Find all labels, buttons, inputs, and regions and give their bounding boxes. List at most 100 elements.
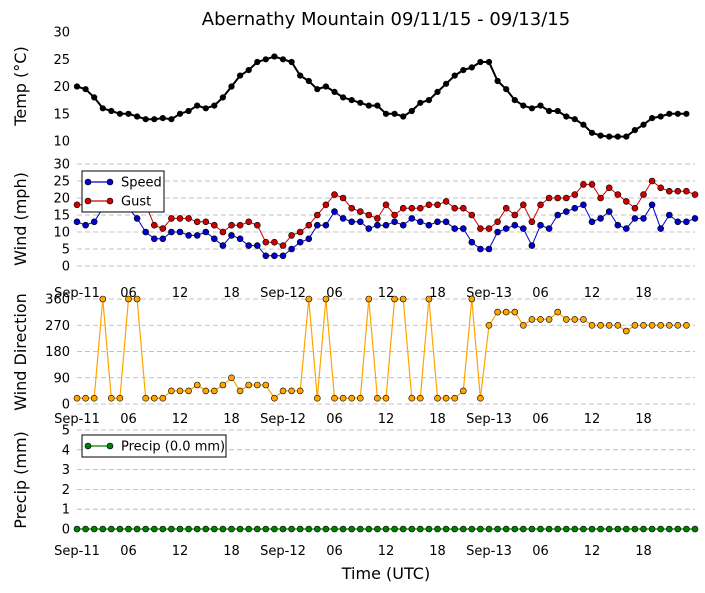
x-tick-label: Sep-11 [54,286,100,301]
y-tick-label: 0 [62,523,70,538]
temp-point [648,114,656,122]
direction-point [622,327,630,335]
precip-point [262,525,270,533]
precip-point [442,525,450,533]
speed-point [305,235,313,243]
speed-legend-label: Speed [121,176,162,191]
x-tick-label: 06 [532,286,549,301]
temp-point [279,56,287,63]
direction-point [451,394,459,402]
speed-point [631,215,639,222]
direction-point [399,295,407,303]
direction-point [339,394,347,402]
temp-point [571,116,578,123]
gust-point [168,215,175,222]
speed-point [185,232,192,239]
direction-point [562,316,570,323]
y-tick-label: 10 [53,135,70,150]
direction-point [202,387,210,395]
gust-legend-label: Gust [121,195,151,210]
precip-point [228,525,235,533]
x-tick-label: 12 [172,286,189,301]
temp-point [176,110,184,117]
direction-series-line [77,298,687,400]
precip-point [339,525,347,533]
precip-point [545,525,553,533]
temp-series-line [76,55,687,138]
precip-point [374,525,381,533]
direction-point [485,321,493,329]
precip-point [597,525,604,533]
gust-point [537,201,544,209]
x-tick-label: 12 [584,412,601,427]
gust-point [494,218,501,226]
temp-point [511,96,518,104]
precip-point [348,525,356,533]
temp-point [151,116,158,123]
temp-point [485,58,493,66]
precip-point [511,525,519,533]
speed-point [365,225,373,232]
gust-point [511,211,519,219]
speed-point [322,221,330,229]
direction-point [537,316,544,323]
precip-point [271,525,278,533]
speed-point [451,225,459,232]
x-tick-label: 06 [532,412,549,427]
temp-point [116,110,123,117]
temp-point [468,64,475,71]
precip-point [202,525,210,533]
precip-point [99,525,107,533]
temp-point [520,102,527,109]
speed-point [193,232,201,239]
direction-point [571,316,579,323]
temp-point [357,99,364,106]
gust-point [545,194,553,202]
gust-point [665,187,673,195]
direction-point [382,394,390,402]
precip-point [193,525,201,533]
temp-point [194,102,201,109]
gust-point [442,198,450,205]
temp-point [245,66,252,74]
precip-point [185,525,192,533]
temp-point [434,88,441,95]
temp-point [340,94,347,101]
temp-point [185,107,192,115]
direction-point [168,387,175,395]
x-tick-label: 12 [378,412,395,427]
gust-point [597,194,604,202]
precip-legend-marker [106,442,114,450]
direction-point [82,394,89,402]
precip-point [313,525,321,533]
temp-point [623,133,630,140]
gust-point [262,238,270,246]
direction-point [605,321,613,329]
precip-point [296,525,304,533]
direction-point [279,387,287,395]
gust-point [202,218,210,226]
temp-point [382,110,390,117]
precip-point [331,525,338,533]
precip-point [571,525,579,533]
temp-point [322,83,330,90]
direction-point [674,321,682,329]
temp-point [597,132,604,139]
gust-point [339,194,347,202]
x-tick-label: 06 [120,286,137,301]
y-tick-label: 30 [53,26,70,41]
temp-point [451,72,458,79]
x-tick-label: Sep-11 [54,544,100,559]
gust-point [477,225,484,232]
direction-point [331,394,338,402]
direction-point [322,295,330,303]
speed-point [502,225,510,232]
speed-point [468,238,476,246]
direction-point [519,321,527,329]
direction-point [356,394,364,402]
gust-point [683,187,690,195]
precip-point [125,525,132,533]
precip-point [245,525,252,533]
y-tick-label: 360 [45,293,70,308]
